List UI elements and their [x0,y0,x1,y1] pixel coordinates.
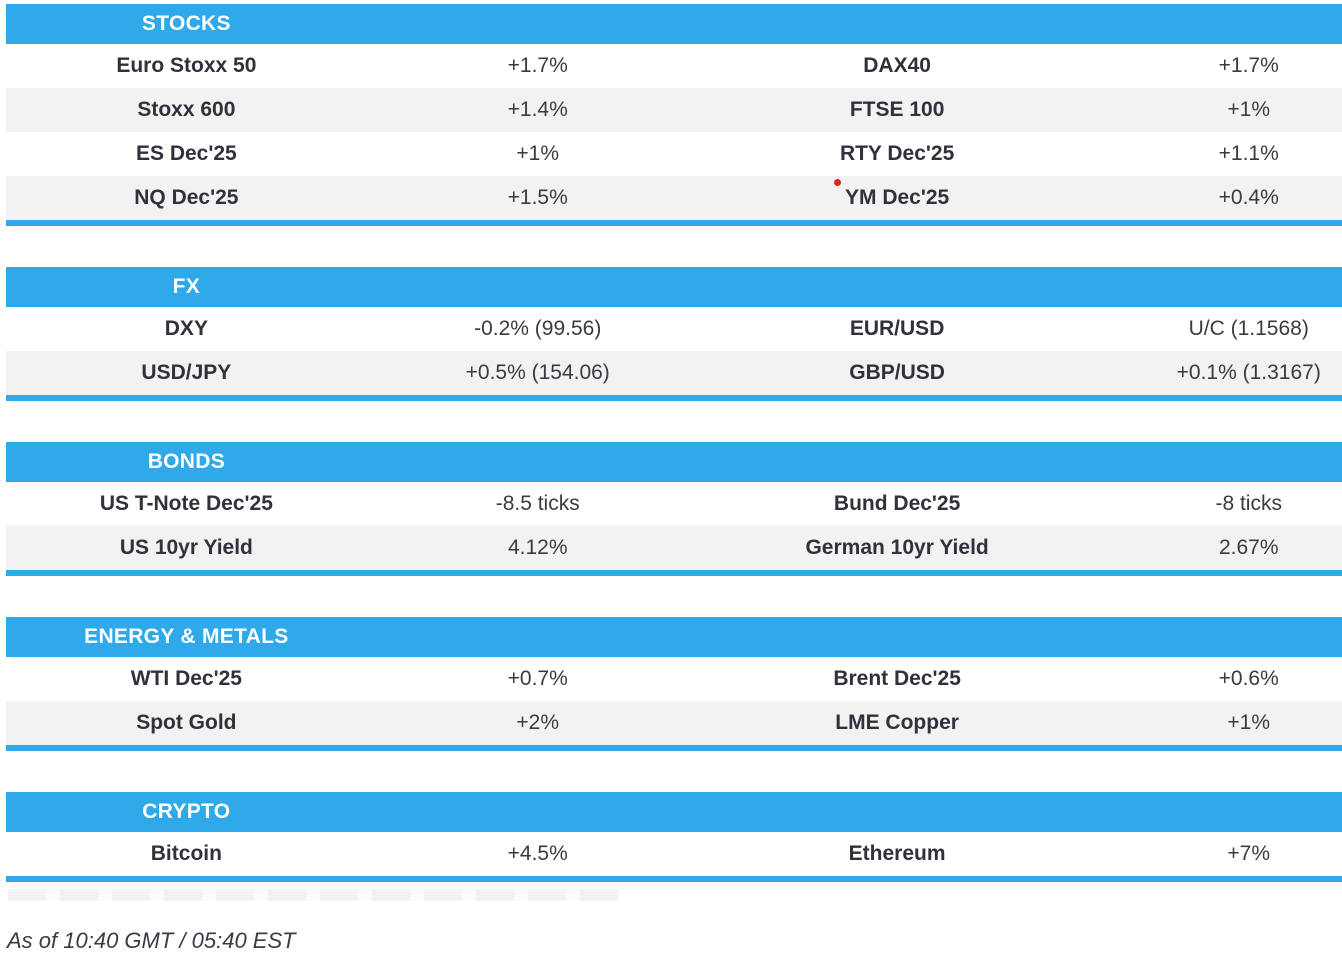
instrument-label-right: FTSE 100 [849,98,945,122]
instrument-value-left: -0.2% (99.56) [474,317,602,341]
instrument-label-right: Ethereum [848,842,946,866]
instrument-value-left: +1% [516,142,560,166]
instrument-label-right: Bund Dec'25 [833,492,961,516]
section-header: BONDS [6,442,1342,482]
timestamp-footer: As of 10:40 GMT / 05:40 EST [7,928,296,953]
section-header: CRYPTO [6,792,1342,832]
section-header: FX [6,267,1342,307]
section-header: STOCKS [6,4,1342,44]
instrument-value-left: +0.7% [507,667,568,691]
table-row: Spot Gold +2% LME Copper +1% [6,701,1342,745]
instrument-label-left: Euro Stoxx 50 [116,54,257,78]
section-title: FX [172,275,201,299]
section-rows: Bitcoin +4.5% Ethereum +7% [6,832,1342,876]
instrument-value-left: 4.12% [507,536,568,560]
table-row: DXY -0.2% (99.56) EUR/USD U/C (1.1568) [6,307,1342,351]
table-row: US T-Note Dec'25 -8.5 ticks Bund Dec'25 … [6,482,1342,526]
market-tables: STOCKS Euro Stoxx 50 +1.7% DAX40 +1.7% S… [6,0,1342,882]
instrument-label-left: ES Dec'25 [135,142,237,166]
instrument-label-right: RTY Dec'25 [839,142,955,166]
section-title: BONDS [147,450,226,474]
instrument-label-right: GBP/USD [849,361,945,385]
instrument-value-left: +1.4% [507,98,568,122]
section-stocks: STOCKS Euro Stoxx 50 +1.7% DAX40 +1.7% S… [6,4,1342,226]
instrument-label-left: US T-Note Dec'25 [99,492,273,516]
instrument-value-left: +1.7% [507,54,568,78]
instrument-value-right: +1.7% [1218,54,1279,78]
table-row: Euro Stoxx 50 +1.7% DAX40 +1.7% [6,44,1342,88]
table-row: ES Dec'25 +1% RTY Dec'25 +1.1% [6,132,1342,176]
instrument-label-right: German 10yr Yield [805,536,989,560]
instrument-value-left: +2% [516,711,560,735]
table-row: USD/JPY +0.5% (154.06) GBP/USD +0.1% (1.… [6,351,1342,395]
instrument-label-right: Brent Dec'25 [833,667,961,691]
instrument-label-right: YM Dec'25 [845,186,950,210]
instrument-value-left: +0.5% (154.06) [465,361,610,385]
instrument-value-right: 2.67% [1218,536,1279,560]
instrument-label-left: WTI Dec'25 [130,667,242,691]
instrument-value-right: -8 ticks [1215,492,1282,516]
instrument-value-right: U/C (1.1568) [1188,317,1309,341]
instrument-value-left: -8.5 ticks [495,492,580,516]
section-energy-metals: ENERGY & METALS WTI Dec'25 +0.7% Brent D… [6,617,1342,751]
instrument-value-right: +1.1% [1218,142,1279,166]
instrument-value-right: +0.6% [1218,667,1279,691]
instrument-value-right: +0.4% [1218,186,1279,210]
instrument-value-left: +4.5% [507,842,568,866]
section-rows: US T-Note Dec'25 -8.5 ticks Bund Dec'25 … [6,482,1342,570]
compression-artifact-strip [8,889,620,901]
section-rows: WTI Dec'25 +0.7% Brent Dec'25 +0.6% Spot… [6,657,1342,745]
instrument-label-left: Stoxx 600 [137,98,236,122]
red-dot-artifact [834,179,841,186]
instrument-value-left: +1.5% [507,186,568,210]
table-row: Bitcoin +4.5% Ethereum +7% [6,832,1342,876]
table-row: US 10yr Yield 4.12% German 10yr Yield 2.… [6,526,1342,570]
section-bonds: BONDS US T-Note Dec'25 -8.5 ticks Bund D… [6,442,1342,576]
instrument-label-left: USD/JPY [141,361,232,385]
instrument-label-right: DAX40 [863,54,931,78]
section-crypto: CRYPTO Bitcoin +4.5% Ethereum +7% [6,792,1342,882]
instrument-label-left: DXY [164,317,208,341]
section-header: ENERGY & METALS [6,617,1342,657]
section-title: CRYPTO [142,800,231,824]
instrument-value-right: +1% [1227,711,1271,735]
section-rows: DXY -0.2% (99.56) EUR/USD U/C (1.1568) U… [6,307,1342,395]
instrument-value-right: +1% [1227,98,1271,122]
section-title: STOCKS [141,12,231,36]
table-row: NQ Dec'25 +1.5% YM Dec'25 +0.4% [6,176,1342,220]
section-rows: Euro Stoxx 50 +1.7% DAX40 +1.7% Stoxx 60… [6,44,1342,220]
section-title: ENERGY & METALS [84,625,289,649]
instrument-label-right: EUR/USD [849,317,945,341]
section-fx: FX DXY -0.2% (99.56) EUR/USD U/C (1.1568… [6,267,1342,401]
instrument-value-right: +7% [1227,842,1271,866]
instrument-label-left: US 10yr Yield [119,536,253,560]
instrument-value-right: +0.1% (1.3167) [1176,361,1321,385]
instrument-label-left: Spot Gold [136,711,237,735]
table-row: WTI Dec'25 +0.7% Brent Dec'25 +0.6% [6,657,1342,701]
instrument-label-left: NQ Dec'25 [134,186,239,210]
instrument-label-left: Bitcoin [150,842,222,866]
table-row: Stoxx 600 +1.4% FTSE 100 +1% [6,88,1342,132]
instrument-label-right: LME Copper [835,711,959,735]
